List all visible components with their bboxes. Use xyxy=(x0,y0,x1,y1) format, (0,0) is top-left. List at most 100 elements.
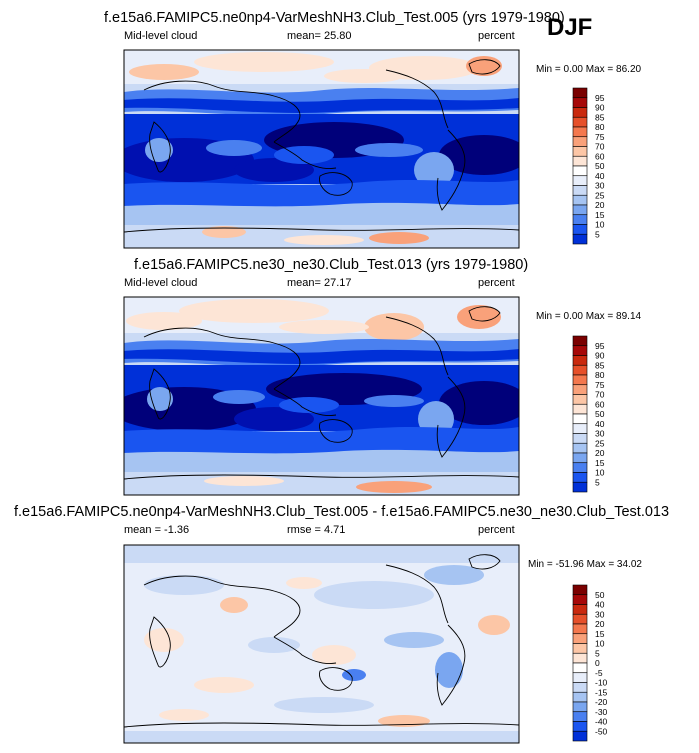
colorbar-1-label: 85 xyxy=(595,112,605,122)
colorbar-2-label: 85 xyxy=(595,360,605,370)
colorbar-1-box xyxy=(572,87,588,99)
panel-3-mean: mean = -1.36 xyxy=(124,524,190,536)
colorbar-3-box xyxy=(572,682,588,693)
colorbar-2-label: 15 xyxy=(595,458,605,468)
colorbar-2-label: 60 xyxy=(595,399,605,409)
colorbar-2-label: 20 xyxy=(595,448,605,458)
colorbar-2-label: 90 xyxy=(595,351,605,361)
colorbar-3-box xyxy=(572,652,588,664)
colorbar-2-box xyxy=(572,452,588,464)
colorbar-2-box xyxy=(572,433,588,444)
colorbar-2-label: 80 xyxy=(595,370,605,380)
colorbar-2-box xyxy=(572,442,588,454)
panel-3-units: percent xyxy=(478,524,515,536)
colorbar-1-box xyxy=(572,194,588,206)
panel-3-title: f.e15a6.FAMIPC5.ne0np4-VarMeshNH3.Club_T… xyxy=(14,504,670,520)
panel-1-map xyxy=(123,49,520,249)
colorbar-1-box xyxy=(572,204,588,216)
colorbar-3-label: -40 xyxy=(595,717,608,727)
colorbar-3-box xyxy=(572,613,588,625)
colorbar-2-box xyxy=(572,355,588,366)
colorbar-2-label: 75 xyxy=(595,380,605,390)
colorbar-3-label: -5 xyxy=(595,668,603,678)
colorbar-1-box xyxy=(572,116,588,128)
colorbar-2-box xyxy=(572,394,588,405)
panel-1-mean: mean= 25.80 xyxy=(287,30,352,42)
colorbar-1-label: 70 xyxy=(595,142,605,152)
colorbar-2-box xyxy=(572,374,588,386)
colorbar-3-box xyxy=(572,623,588,635)
colorbar-2-label: 5 xyxy=(595,477,600,487)
colorbar-2-box xyxy=(572,481,588,493)
colorbar-3-box xyxy=(572,604,588,615)
colorbar-1-label: 95 xyxy=(595,93,605,103)
colorbar-3-label: -20 xyxy=(595,697,608,707)
panel-1-variable: Mid-level cloud xyxy=(124,30,198,42)
colorbar-1-box xyxy=(572,146,588,157)
colorbar-2-label: 10 xyxy=(595,468,605,478)
colorbar-2-label: 40 xyxy=(595,419,605,429)
colorbar-3-label: 0 xyxy=(595,658,600,668)
colorbar-1-box xyxy=(572,136,588,147)
colorbar-3-box xyxy=(572,691,588,703)
colorbar-1-label: 40 xyxy=(595,171,605,181)
panel-3-map xyxy=(123,544,520,744)
panel-1-title: f.e15a6.FAMIPC5.ne0np4-VarMeshNH3.Club_T… xyxy=(104,10,565,26)
colorbar-3-label: 20 xyxy=(595,619,605,629)
colorbar-1-label: 50 xyxy=(595,161,605,171)
panel-2-map xyxy=(123,296,520,496)
colorbar-3-box xyxy=(572,730,588,742)
colorbar-3-label: -30 xyxy=(595,707,608,717)
colorbar-2-box xyxy=(572,364,588,376)
colorbar-1-label: 80 xyxy=(595,122,605,132)
colorbar-1-label: 30 xyxy=(595,181,605,191)
colorbar-1-label: 15 xyxy=(595,210,605,220)
colorbar-2-box xyxy=(572,403,588,415)
colorbar-2-box xyxy=(572,413,588,425)
colorbar-3-label: -50 xyxy=(595,726,608,736)
colorbar-3-box xyxy=(572,672,588,683)
colorbar-3-label: -15 xyxy=(595,687,608,697)
panel-2-variable: Mid-level cloud xyxy=(124,277,198,289)
colorbar-1-box xyxy=(572,155,588,167)
colorbar-3-box xyxy=(572,594,588,605)
colorbar-3-box xyxy=(572,633,588,644)
colorbar-3-label: -10 xyxy=(595,678,608,688)
colorbar-1-box xyxy=(572,224,588,235)
colorbar-1-label: 5 xyxy=(595,229,600,239)
panel-1-minmax: Min = 0.00 Max = 86.20 xyxy=(536,64,642,75)
panel-2-mean: mean= 27.17 xyxy=(287,277,352,289)
panel-3-minmax: Min = -51.96 Max = 34.02 xyxy=(528,559,642,570)
panel-2-title: f.e15a6.FAMIPC5.ne30_ne30.Club_Test.013 … xyxy=(134,257,529,273)
colorbar-1-box xyxy=(572,233,588,245)
colorbar-3-label: 40 xyxy=(595,600,605,610)
colorbar-2-label: 70 xyxy=(595,390,605,400)
colorbar-3-box xyxy=(572,584,588,596)
panel-3-rmse: rmse = 4.71 xyxy=(287,524,346,536)
colorbar-1-label: 25 xyxy=(595,190,605,200)
colorbar-2-label: 50 xyxy=(595,409,605,419)
panel-2-units: percent xyxy=(478,277,515,289)
colorbar-1-box xyxy=(572,185,588,196)
colorbar-3-label: 10 xyxy=(595,639,605,649)
colorbar-3-label: 15 xyxy=(595,629,605,639)
colorbar-3-box xyxy=(572,721,588,732)
colorbar-1-box xyxy=(572,165,588,177)
colorbar-3-box xyxy=(572,643,588,654)
colorbar-1-box xyxy=(572,126,588,138)
colorbar-2-box xyxy=(572,384,588,395)
colorbar-1-box xyxy=(572,214,588,225)
colorbar-1-label: 20 xyxy=(595,200,605,210)
colorbar-1-label: 75 xyxy=(595,132,605,142)
panel-2-minmax: Min = 0.00 Max = 89.14 xyxy=(536,311,642,322)
colorbar-3-label: 5 xyxy=(595,648,600,658)
colorbar-1-label: 90 xyxy=(595,103,605,113)
colorbar-1-box xyxy=(572,107,588,118)
colorbar-3-box xyxy=(572,701,588,713)
colorbar-3-box xyxy=(572,662,588,674)
colorbar-1-label: 10 xyxy=(595,220,605,230)
colorbar-2-box xyxy=(572,462,588,473)
colorbar-3-box xyxy=(572,711,588,722)
